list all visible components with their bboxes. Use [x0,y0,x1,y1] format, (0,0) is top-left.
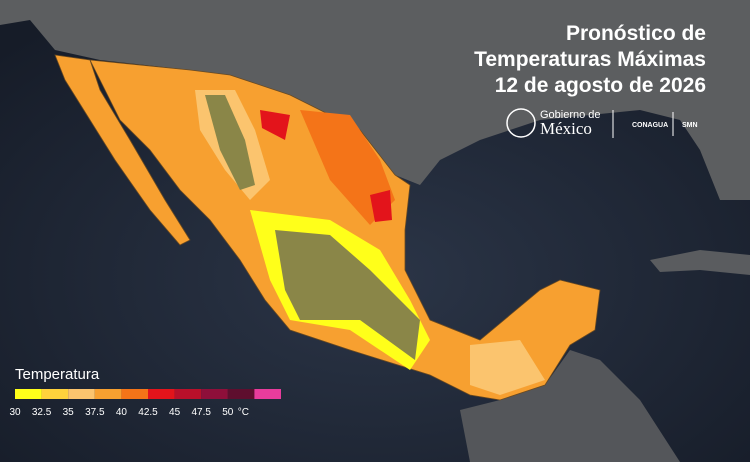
legend-tick: 37.5 [85,407,105,418]
legend-tick: 50 [222,407,234,418]
title-line: Pronóstico de [566,22,706,45]
legend-swatch [254,389,281,399]
legend-tick: 32.5 [32,407,52,418]
title-line: 12 de agosto de 2026 [495,74,706,97]
legend-swatch [121,389,148,399]
legend-swatch [68,389,95,399]
cuba-land [650,250,750,275]
legend-tick: 30 [9,407,21,418]
hot-spot [370,190,392,222]
gobierno-line1: Gobierno de [540,109,601,121]
conagua-logo: CONAGUA [632,122,668,129]
mild-region [470,340,545,395]
baja-california [54,54,191,246]
legend-unit: °C [238,407,249,418]
hot-spot [260,110,290,140]
legend-swatch [174,389,202,399]
smn-logo: SMN [682,122,698,129]
legend-swatch [227,389,255,399]
legend-swatch [15,389,42,399]
gobierno-emblem [506,108,536,138]
legend-tick: 47.5 [191,407,211,418]
legend-tick: 35 [63,407,75,418]
usa-land [0,0,750,200]
central-america-land [460,350,680,462]
legend-title: Temperatura [15,366,100,383]
legend-tick: 42.5 [138,407,158,418]
yucatan-region [545,290,595,345]
cool-highlands [275,230,420,360]
legend-swatch [148,389,175,399]
title-line: Temperaturas Máximas [474,48,706,71]
legend-swatch [41,389,69,399]
legend-tick: 40 [116,407,128,418]
legend-tick: 45 [169,407,181,418]
gobierno-line2: México [540,119,592,138]
legend-swatch [94,389,122,399]
cool-region [205,95,255,190]
legend-swatch [201,389,228,399]
